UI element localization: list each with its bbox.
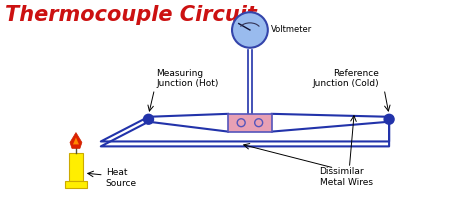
Text: Reference
Junction (Cold): Reference Junction (Cold) — [312, 69, 379, 88]
Polygon shape — [70, 133, 82, 149]
Bar — [69, 154, 83, 181]
Bar — [228, 114, 272, 132]
Text: Voltmeter: Voltmeter — [271, 25, 312, 34]
Polygon shape — [73, 138, 79, 145]
Bar — [65, 181, 87, 188]
Text: Measuring
Junction (Hot): Measuring Junction (Hot) — [156, 69, 219, 88]
Text: Dissimilar
Metal Wires: Dissimilar Metal Wires — [319, 166, 373, 186]
Text: Thermocouple Circuit: Thermocouple Circuit — [5, 5, 257, 25]
Circle shape — [232, 13, 268, 49]
Circle shape — [144, 115, 154, 125]
Circle shape — [384, 115, 394, 125]
Text: Heat
Source: Heat Source — [106, 167, 137, 187]
